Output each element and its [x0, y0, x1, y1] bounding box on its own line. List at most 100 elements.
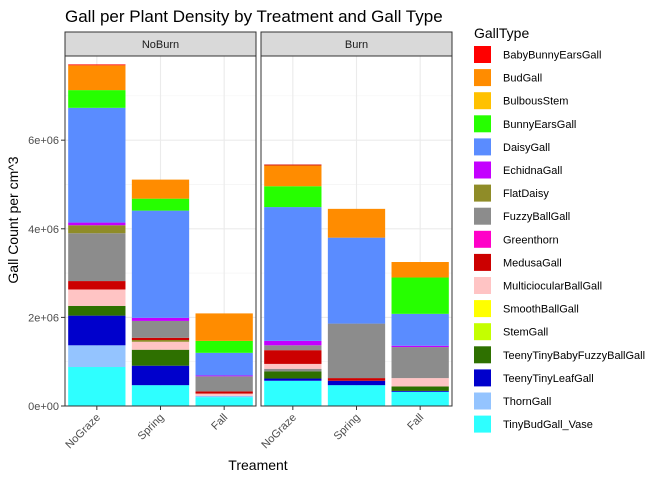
bar-segment-medusagall — [131, 337, 190, 340]
legend-swatch — [474, 207, 491, 225]
bar-segment-bunnyearsgall — [391, 277, 449, 314]
legend-swatch — [474, 415, 491, 433]
legend-item-bunnyearsgall: BunnyEarsGall — [474, 115, 576, 133]
bar-segment-daisygall — [68, 107, 126, 223]
legend-label: TinyBudGall_Vase — [503, 419, 593, 431]
legend-swatch — [474, 392, 491, 410]
y-tick-label: 2e+06 — [28, 312, 59, 324]
bar-segment-daisygall — [391, 313, 449, 346]
bar-segment-tinybudgall_vase — [327, 385, 386, 406]
legend-swatch — [474, 369, 491, 387]
bar-segment-medusagall — [264, 350, 322, 364]
legend-label: BabyBunnyEarsGall — [503, 50, 601, 62]
bar-segment-thorngall — [68, 345, 126, 368]
facet-strip — [64, 31, 257, 57]
facet-panel-noburn: NoBurn NoGraze Spring Fall — [63, 31, 257, 451]
legend-item-bulbousstem: BulbousStem — [474, 92, 568, 110]
bar-segment-babybunnyearsgall — [68, 64, 126, 66]
bar-segment-daisygall — [264, 207, 322, 341]
bar-segment-teenytinybabyfuzzyballgall — [68, 305, 126, 316]
legend-label: FuzzyBallGall — [503, 211, 570, 223]
legend-item-teenytinyleafgall: TeenyTinyLeafGall — [474, 369, 594, 387]
legend-label: BudGall — [503, 73, 542, 85]
bar-segment-multiciocularballgall — [68, 289, 126, 306]
bar-segment-echidnagall — [391, 345, 449, 348]
legend-item-tinybudgall_vase: TinyBudGall_Vase — [474, 415, 593, 433]
x-tick-label: Fall — [209, 412, 230, 433]
legend-item-daisygall: DaisyGall — [474, 138, 550, 156]
bar-segment-budgall — [131, 179, 190, 199]
legend-swatch — [474, 92, 491, 110]
bar-segment-daisygall — [195, 352, 253, 376]
legend-label: BunnyEarsGall — [503, 119, 576, 131]
legend-swatch — [474, 115, 491, 133]
bar-segment-tinybudgall_vase — [264, 380, 322, 406]
x-tick-label: NoGraze — [259, 412, 299, 452]
bar-segment-tinybudgall_vase — [391, 391, 449, 406]
bar-segment-fuzzyballgall — [195, 376, 253, 392]
bar-segment-tinybudgall_vase — [68, 367, 126, 406]
bar-segment-echidnagall — [195, 375, 253, 377]
bar-segment-teenytinyleafgall — [264, 378, 322, 381]
bar-segment-multiciocularballgall — [195, 393, 253, 396]
legend-item-fuzzyballgall: FuzzyBallGall — [474, 207, 570, 225]
legend-swatch — [474, 230, 491, 248]
legend-swatch — [474, 184, 491, 202]
legend-item-medusagall: MedusaGall — [474, 253, 562, 271]
bar-segment-echidnagall — [131, 317, 190, 321]
bar-segment-fuzzyballgall — [264, 368, 322, 372]
legend-item-teenytinybabyfuzzyballgall: TeenyTinyBabyFuzzyBallGall — [474, 346, 645, 364]
legend-label: TeenyTinyBabyFuzzyBallGall — [503, 350, 645, 362]
bar-segment-teenytinyleafgall — [68, 315, 126, 346]
y-tick-label: 4e+06 — [28, 224, 59, 236]
legend-swatch — [474, 69, 491, 87]
legend-swatch — [474, 161, 491, 179]
bar-segment-echidnagall — [264, 340, 322, 346]
legend-swatch — [474, 46, 491, 63]
legend-label: EchidnaGall — [503, 165, 562, 177]
legend-label: Greenthorn — [503, 234, 559, 246]
bar-segment-teenytinybabyfuzzyballgall — [264, 371, 322, 379]
legend-swatch — [474, 346, 491, 364]
legend: BabyBunnyEarsGall BudGall BulbousStem Bunny… — [474, 46, 645, 433]
chart-title: Gall per Plant Density by Treatment and … — [65, 7, 443, 26]
bar-segment-teenytinyleafgall — [327, 380, 386, 386]
bar-segment-budgall — [195, 313, 253, 341]
bar-segment-budgall — [327, 208, 386, 238]
bar-segment-teenytinybabyfuzzyballgall — [391, 386, 449, 391]
facet-strip-label: NoBurn — [142, 39, 179, 51]
bar-segment-budgall — [68, 65, 126, 91]
bar-segment-multiciocularballgall — [264, 363, 322, 369]
legend-item-echidnagall: EchidnaGall — [474, 161, 562, 179]
legend-item-flatdaisy: FlatDaisy — [474, 184, 549, 202]
x-tick-label: Fall — [405, 412, 426, 433]
bar-segment-budgall — [264, 165, 322, 187]
x-axis-title: Treament — [228, 457, 288, 473]
legend-swatch — [474, 277, 491, 294]
bar-segment-medusagall — [264, 164, 322, 166]
legend-label: SmoothBallGall — [503, 304, 579, 316]
bar-segment-multiciocularballgall — [391, 378, 449, 387]
legend-label: MedusaGall — [503, 257, 562, 269]
facet-strip — [260, 31, 453, 57]
bar-segment-bunnyearsgall — [68, 90, 126, 108]
facet-panels: NoBurn NoGraze Spring Fall Burn NoGraze Spring… — [63, 31, 453, 452]
bar-segment-fuzzyballgall — [327, 323, 386, 379]
bar-segment-fuzzyballgall — [68, 233, 126, 282]
legend-label: BulbousStem — [503, 96, 568, 108]
legend-swatch — [474, 300, 491, 318]
bar-segment-bunnyearsgall — [131, 198, 190, 211]
legend-label: StemGall — [503, 327, 548, 339]
y-tick-label: 6e+06 — [28, 135, 59, 147]
bar-segment-medusagall — [68, 281, 126, 290]
bar-segment-flatdaisy — [131, 339, 190, 342]
bar-segment-teenytinybabyfuzzyballgall — [131, 349, 190, 366]
bar-segment-daisygall — [131, 210, 190, 318]
bar-segment-budgall — [391, 262, 449, 278]
y-axis-title: Gall Count per cm^3 — [5, 156, 21, 283]
legend-label: FlatDaisy — [503, 188, 549, 200]
legend-swatch — [474, 253, 491, 271]
legend-item-babybunnyearsgall: BabyBunnyEarsGall — [474, 46, 601, 63]
bar-segment-tinybudgall_vase — [131, 385, 190, 406]
